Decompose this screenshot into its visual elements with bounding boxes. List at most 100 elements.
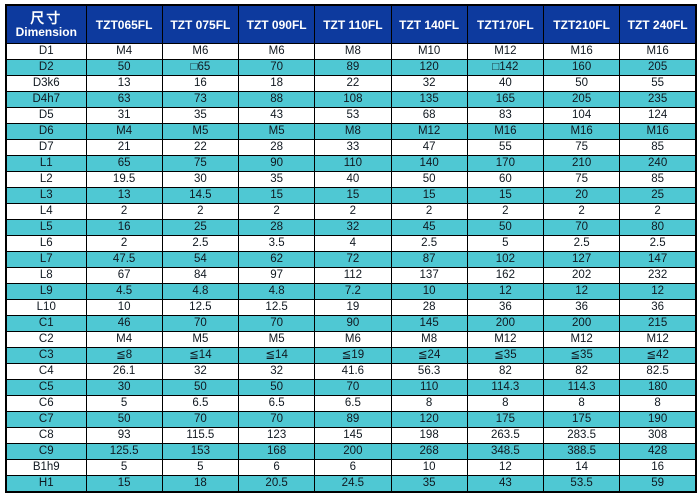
cell: 110 [314,155,392,172]
cell: 13 [85,187,163,204]
cell: 90 [314,315,392,332]
cell: M8 [390,331,468,348]
table-row: L6 2 2.5 3.5 4 2.5 5 2.5 2.5 [5,235,697,252]
row-label: L3 [5,187,87,204]
column-header: TZT 140FL [390,4,468,44]
cell: 53 [314,107,392,124]
table-row: C2 M4 M5 M5 M6 M8 M12 M12 M12 [5,331,697,348]
table-row: D1 M4 M6 M6 M8 M10 M12 M16 M16 [5,43,697,60]
cell: 2 [466,203,545,220]
table-row: L4 2 2 2 2 2 2 2 2 [5,203,697,220]
cell: 36 [466,299,545,316]
cell: 43 [466,475,545,493]
cell: 50 [237,379,316,396]
cell: 72 [314,251,392,268]
cell: 21 [85,139,163,156]
cell: 50 [542,75,621,92]
row-label: L9 [5,283,87,300]
cell: 20 [542,187,621,204]
cell: 47.5 [85,251,163,268]
cell: 13 [85,75,163,92]
cell: 30 [85,379,163,396]
cell: 123 [237,427,316,444]
cell: ≦19 [314,347,392,364]
cell: 3.5 [237,235,316,252]
cell: 112 [314,267,392,284]
row-label: L6 [5,235,87,252]
table-row: D7 21 22 28 33 47 55 75 85 [5,139,697,156]
cell: M12 [466,331,545,348]
cell: 32 [237,363,316,380]
column-header: TZT 110FL [314,4,392,44]
cell: 2.5 [390,235,468,252]
dimension-table: 尺寸 Dimension TZT065FL TZT 075FL TZT 090FL T… [5,4,697,493]
cell: 82 [542,363,621,380]
cell: 14 [542,459,621,476]
cell: 41.6 [314,363,392,380]
row-label: D1 [5,43,87,60]
page: 尺寸 Dimension TZT065FL TZT 075FL TZT 090FL T… [5,4,697,493]
cell: 115.5 [161,427,240,444]
table-row: L10 10 12.5 12.5 19 28 36 36 36 [5,299,697,316]
cell: 70 [237,411,316,428]
cell: 153 [161,443,240,460]
column-header: TZT 075FL [161,4,240,44]
cell: 15 [237,187,316,204]
table-row: C5 30 50 50 70 110 114.3 114.3 180 [5,379,697,396]
cell: 2.5 [542,235,621,252]
cell: M4 [85,123,163,140]
cell: 68 [390,107,468,124]
cell: □142 [466,59,545,76]
cell: M5 [237,331,316,348]
cell: 15 [314,187,392,204]
cell: 10 [85,299,163,316]
cell: 170 [466,155,545,172]
row-label: C8 [5,427,87,444]
cell: 20.5 [237,475,316,493]
cell: 28 [237,139,316,156]
cell: ≦35 [542,347,621,364]
cell: 18 [237,75,316,92]
cell: 2 [237,203,316,220]
table-row: B1h9 5 5 6 6 10 12 14 16 [5,459,697,476]
cell: 30 [161,171,240,188]
cell: 31 [85,107,163,124]
table-row: D6 M4 M5 M5 M8 M12 M16 M16 M16 [5,123,697,140]
row-label: C6 [5,395,87,412]
cell: 70 [542,219,621,236]
cell: 15 [466,187,545,204]
cell: 70 [237,315,316,332]
row-label: C7 [5,411,87,428]
table-row: L7 47.5 54 62 72 87 102 127 147 [5,251,697,268]
cell: M6 [161,43,240,60]
cell: ≦42 [619,347,697,364]
cell: 50 [161,379,240,396]
table-row: L1 65 75 90 110 140 170 210 240 [5,155,697,172]
cell: 175 [466,411,545,428]
row-label: C4 [5,363,87,380]
cell: 14.5 [161,187,240,204]
dimension-label-zh: 尺寸 [30,10,63,26]
cell: 124 [619,107,697,124]
cell: M8 [314,123,392,140]
cell: 12 [542,283,621,300]
table-row: D5 31 35 43 53 68 83 104 124 [5,107,697,124]
cell: 8 [466,395,545,412]
cell: 168 [237,443,316,460]
cell: 127 [542,251,621,268]
table-row: D2 50 □65 70 89 120 □142 160 205 [5,59,697,76]
cell: 12 [466,459,545,476]
cell: 8 [542,395,621,412]
row-label: B1h9 [5,459,87,476]
cell: 75 [542,171,621,188]
cell: 12 [619,283,697,300]
row-label: D7 [5,139,87,156]
cell: 22 [314,75,392,92]
cell: 348.5 [466,443,545,460]
table-row: D3k6 13 16 18 22 32 40 50 55 [5,75,697,92]
cell: 232 [619,267,697,284]
cell: M4 [85,43,163,60]
cell: 26.1 [85,363,163,380]
table-row: L5 16 25 28 32 45 50 70 80 [5,219,697,236]
cell: M5 [161,331,240,348]
